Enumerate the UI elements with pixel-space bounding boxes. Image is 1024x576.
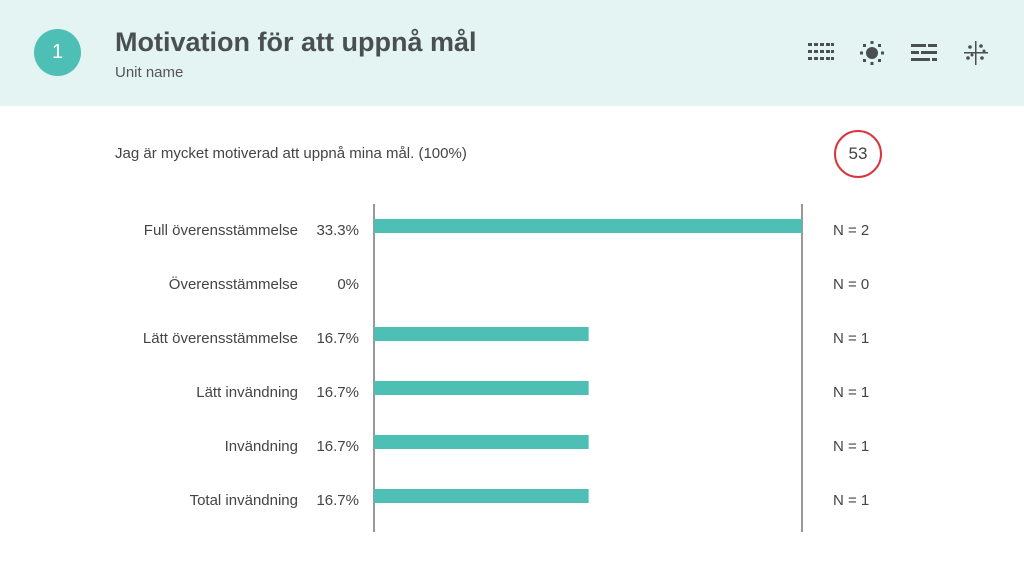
bar: [374, 327, 589, 341]
value-label: 16.7%: [316, 330, 359, 347]
category-label: Invändning: [225, 438, 298, 455]
n-label: N = 0: [833, 276, 869, 293]
value-label: 16.7%: [316, 384, 359, 401]
bar: [374, 435, 589, 449]
n-label: N = 1: [833, 438, 869, 455]
value-label: 0%: [337, 276, 359, 293]
n-label: N = 1: [833, 330, 869, 347]
sun-icon[interactable]: [858, 40, 886, 66]
n-label: N = 2: [833, 222, 869, 239]
category-label: Full överensstämmelse: [144, 222, 298, 239]
scatter-crosshair-icon[interactable]: [962, 40, 990, 66]
n-label: N = 1: [833, 384, 869, 401]
bar: [374, 489, 589, 503]
value-label: 33.3%: [316, 222, 359, 239]
unit-name: Unit name: [115, 64, 184, 81]
grid-dots-icon[interactable]: [807, 40, 835, 66]
value-label: 16.7%: [316, 438, 359, 455]
bars-lines-icon[interactable]: [910, 40, 938, 66]
response-count-badge: 53: [834, 130, 882, 178]
page-title: Motivation för att uppnå mål: [115, 27, 477, 57]
category-label: Lätt överensstämmelse: [143, 330, 298, 347]
bar: [374, 381, 589, 395]
n-label: N = 1: [833, 492, 869, 509]
category-label: Överensstämmelse: [169, 275, 298, 293]
question-text: Jag är mycket motiverad att uppnå mina m…: [115, 145, 467, 162]
category-label: Total invändning: [190, 492, 298, 509]
header-bar: 1 Motivation för att uppnå mål Unit name: [0, 0, 1024, 106]
question-number-badge: 1: [34, 29, 81, 76]
bar: [374, 219, 802, 233]
category-label: Lätt invändning: [196, 384, 298, 401]
value-label: 16.7%: [316, 492, 359, 509]
